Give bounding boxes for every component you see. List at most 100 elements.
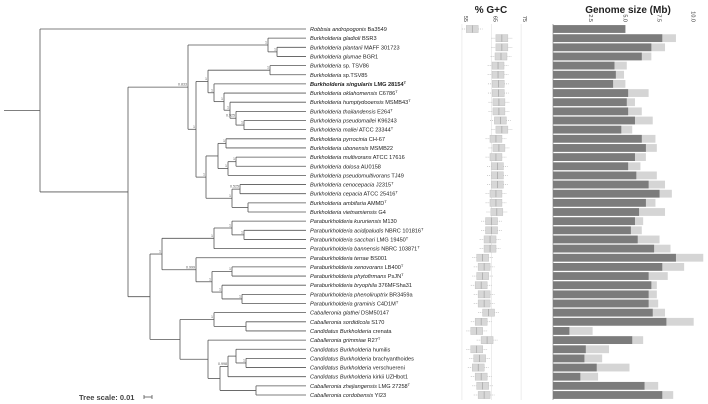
bootstrap-label: 1 bbox=[274, 47, 276, 51]
taxon-label: Burkholderia plantarii MAFF 301723 bbox=[310, 45, 400, 51]
taxon-label: Burkholderia cenocepacia J2315T bbox=[310, 181, 394, 189]
gc-tick-label: 65 bbox=[492, 16, 498, 22]
taxon-label: Burkholderia sp.TSV85 bbox=[310, 73, 368, 79]
bootstrap-label: 1 bbox=[239, 294, 241, 298]
taxon-label: Burkholderia mallei ATCC 23344T bbox=[310, 126, 394, 134]
tree-scale: Tree scale: 0.01 bbox=[79, 393, 153, 402]
taxon-label: Caballeronia cordobensis YI23 bbox=[310, 393, 386, 399]
gc-tick-label: 75 bbox=[521, 16, 527, 22]
taxon-label: Paraburkholderia phytofirmans PsJNT bbox=[310, 272, 404, 280]
taxon-label: Paraburkholderia acidipaludis NBRC 10181… bbox=[310, 226, 424, 234]
taxon-label: Paraburkholderia graminis C4D1MT bbox=[310, 300, 399, 308]
gc-tick-label: 55 bbox=[462, 16, 468, 22]
genome-size-bar bbox=[553, 244, 655, 253]
genome-size-bar bbox=[553, 217, 635, 226]
taxon-label: Burkholderia ubonensis MSMB22 bbox=[310, 146, 393, 152]
genome-size-bar bbox=[553, 308, 653, 317]
bootstrap-label: 0.525 bbox=[230, 185, 239, 189]
bootstrap-label: 1 bbox=[219, 288, 221, 292]
bootstrap-label: 1 bbox=[209, 277, 211, 281]
genome-size-bar bbox=[553, 208, 640, 216]
taxon-label: Candidatus Burkholderia kirkii UZHbot1 bbox=[310, 375, 408, 381]
genome-size-bar bbox=[553, 263, 663, 271]
genome-size-tick-label: 5.0 bbox=[621, 14, 627, 22]
bootstrap-label: 0.925 bbox=[226, 114, 235, 118]
bootstrap-label: 1 bbox=[205, 77, 207, 81]
bootstrap-label: 1 bbox=[243, 358, 245, 362]
gc-panel-title: % G+C bbox=[475, 5, 508, 16]
bootstrap-label: 0.998 bbox=[218, 362, 227, 366]
taxon-label: Burkholderia pseudomultivorans TJ49 bbox=[310, 173, 404, 179]
genome-size-bar bbox=[553, 189, 660, 198]
bootstrap-label: 1 bbox=[227, 106, 229, 110]
genome-size-bar bbox=[553, 336, 633, 344]
taxon-label: Burkholderia dolosa AU0158 bbox=[310, 164, 381, 170]
genome-size-bar bbox=[553, 70, 616, 79]
taxon-label: Burkholderia sp. TSV86 bbox=[310, 64, 369, 70]
genome-size-bar bbox=[553, 171, 637, 180]
taxon-label: Paraburkholderia terrae BS001 bbox=[310, 256, 387, 262]
taxon-label: Burkholderia glumae BGR1 bbox=[310, 54, 378, 60]
genome-size-bar bbox=[553, 290, 649, 299]
genome-size-bar bbox=[553, 43, 652, 52]
taxon-label: Candidatus Burkholderia crenata bbox=[310, 329, 392, 335]
bootstrap-label: 1 bbox=[233, 157, 235, 161]
bootstrap-label: 1 bbox=[229, 224, 231, 228]
bootstrap-label: 1 bbox=[223, 139, 225, 143]
taxon-label: Burkholderia vietnamiensis G4 bbox=[310, 210, 386, 216]
bootstrap-label: 1 bbox=[193, 125, 195, 129]
taxon-label: Caballeronia grimmiae R27T bbox=[310, 336, 381, 344]
taxon-label: Burkholderia multivorans ATCC 17616 bbox=[310, 155, 405, 161]
taxon-label: Paraburkholderia kururiensis M130 bbox=[310, 219, 397, 225]
genome-size-bar bbox=[553, 226, 631, 235]
gc-axis: 55 65 75 bbox=[462, 16, 527, 22]
genome-size-bars bbox=[553, 25, 704, 399]
genome-size-bar bbox=[553, 116, 635, 125]
genome-size-bar bbox=[553, 180, 649, 189]
genome-size-tick-label: 7.5 bbox=[655, 14, 661, 22]
taxon-label: Burkholderia pseudomallei K96243 bbox=[310, 119, 397, 125]
genome-size-bar bbox=[553, 391, 663, 399]
genome-size-bar bbox=[553, 317, 667, 326]
genome-size-bar bbox=[553, 25, 626, 33]
genome-size-bar bbox=[553, 125, 622, 134]
genome-size-bar bbox=[553, 61, 615, 70]
bootstrap-label: 1 bbox=[211, 315, 213, 319]
genome-size-tick-label: 10.0 bbox=[690, 11, 696, 22]
bootstrap-label: 1 bbox=[211, 234, 213, 238]
tree-scale-label: Tree scale: 0.01 bbox=[79, 393, 134, 402]
genome-size-bar bbox=[553, 162, 629, 171]
taxon-label: Robbsia andropogonis Ba3549 bbox=[310, 27, 387, 33]
genome-size-bar bbox=[553, 272, 649, 280]
genome-size-bar bbox=[553, 144, 646, 152]
genome-size-bar bbox=[553, 89, 629, 97]
genome-size-bar bbox=[553, 253, 676, 262]
genome-size-bar bbox=[553, 235, 638, 244]
taxon-label: Paraburkholderia bannensis NBRC 103871T bbox=[310, 245, 420, 253]
taxon-labels: Robbsia andropogonis Ba3549 Burkholderia … bbox=[310, 27, 424, 399]
genome-size-bar bbox=[553, 354, 585, 363]
bootstrap-label: 1 bbox=[229, 194, 231, 198]
genome-size-bar bbox=[553, 107, 629, 116]
gc-panel: % G+C 55 65 75 bbox=[461, 5, 527, 400]
genome-size-bar bbox=[553, 134, 642, 143]
genome-size-bar bbox=[553, 363, 597, 372]
taxon-label: Burkholderia cepacia ATCC 25416T bbox=[310, 190, 398, 198]
taxon-label: Caballeronia glathei DSM50147 bbox=[310, 311, 389, 317]
genome-size-bar bbox=[553, 372, 581, 381]
genome-size-bar bbox=[553, 281, 652, 290]
taxon-label: Candidatus Burkholderia verschuereni bbox=[310, 366, 405, 372]
genome-size-panel-title: Genome size (Mb) bbox=[585, 5, 671, 16]
genome-size-bar bbox=[553, 327, 570, 335]
bootstrap-label: 1 bbox=[221, 97, 223, 101]
bootstrap-label: 1 bbox=[211, 88, 213, 92]
bootstrap-label: 1 bbox=[265, 41, 267, 45]
genome-size-tick-label: 2.5 bbox=[587, 14, 593, 22]
genome-size-bar bbox=[553, 34, 663, 43]
bootstrap-label: 0.833 bbox=[178, 83, 187, 87]
genome-size-bar bbox=[553, 299, 649, 308]
bootstrap-label: 1 bbox=[241, 121, 243, 125]
genome-size-bar bbox=[553, 153, 635, 161]
bootstrap-label: 1 bbox=[203, 173, 205, 177]
